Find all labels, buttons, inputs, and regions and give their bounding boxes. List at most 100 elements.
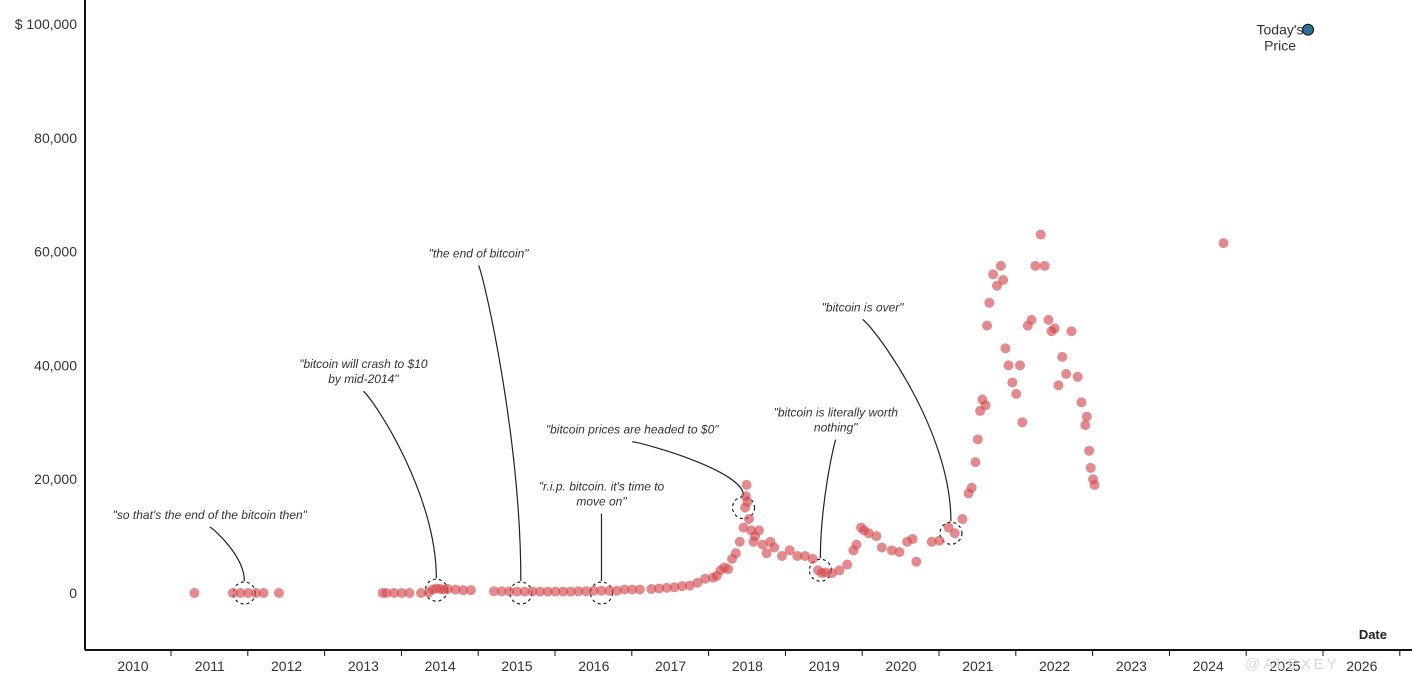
price-point [957, 514, 968, 525]
annotation-text: "bitcoin prices are headed to $0" [546, 423, 719, 437]
price-point [807, 553, 818, 564]
price-point [661, 582, 672, 593]
price-point [1218, 238, 1229, 249]
annotation-target-ring [731, 496, 756, 520]
x-tick-label: 2010 [117, 658, 148, 674]
price-point [982, 320, 993, 331]
price-point [911, 556, 922, 567]
price-point [519, 586, 530, 597]
price-point [1015, 360, 1026, 371]
price-point [416, 588, 426, 598]
x-ticks: 2010 2011 2012 2013 2014 2015 2016 2017 2018 2019… [117, 650, 1401, 674]
axes-layer [84, 0, 1412, 651]
x-axis-label: Date [1359, 627, 1387, 642]
annotation-leader-line [478, 265, 522, 582]
price-point [581, 586, 592, 597]
annotation-text: move on" [576, 495, 627, 509]
price-point [734, 536, 745, 547]
x-tick-label: 2017 [655, 658, 686, 674]
price-point [504, 586, 515, 597]
x-tick-label: 2018 [732, 658, 763, 674]
price-point [907, 533, 918, 544]
price-point [654, 583, 665, 594]
annotation-text: "r.i.p. bitcoin. it's time to [539, 480, 665, 494]
annotation: "the end of bitcoin" [429, 246, 533, 605]
price-point [227, 588, 238, 598]
x-tick-label: 2014 [425, 658, 456, 674]
annotation-text: "bitcoin is literally worth [774, 406, 899, 420]
today-price-label: Price [1264, 38, 1296, 54]
price-point [619, 584, 630, 595]
price-point [512, 586, 522, 597]
y-ticks: 0 20,000 40,000 60,000 80,000 $ 100,000 [15, 16, 78, 601]
price-point [250, 588, 261, 598]
x-tick-label: 2011 [195, 658, 225, 674]
y-tick-label: 20,000 [34, 471, 77, 487]
price-point [926, 536, 937, 547]
price-point [984, 297, 995, 308]
price-point [800, 551, 810, 562]
price-point [1000, 343, 1011, 354]
price-point [1017, 417, 1028, 428]
x-tick-label: 2021 [962, 658, 993, 674]
price-point [404, 588, 415, 598]
price-point [258, 588, 269, 598]
price-point [588, 585, 599, 596]
price-point [1011, 388, 1022, 399]
annotation-leader-line [819, 439, 837, 559]
price-point [684, 580, 695, 591]
price-point [700, 573, 711, 584]
price-point [558, 586, 569, 597]
price-point [396, 588, 407, 598]
annotation-text: "so that's the end of the bitcoin then" [113, 508, 308, 522]
annotation: "bitcoin is over" [822, 300, 963, 545]
annotations-layer: "so that's the end of the bitcoin then" "… [113, 246, 963, 605]
x-tick-label: 2020 [885, 658, 916, 674]
price-point [535, 586, 546, 597]
price-point [692, 577, 703, 588]
price-point [669, 582, 680, 593]
annotation-text: nothing" [814, 421, 858, 435]
price-point [876, 542, 887, 553]
price-point [1085, 462, 1096, 473]
price-point [1003, 360, 1014, 371]
y-tick-label: 0 [69, 585, 77, 601]
x-tick-label: 2024 [1193, 658, 1224, 674]
price-point [235, 588, 246, 598]
price-point [871, 531, 882, 542]
price-point [1007, 377, 1018, 388]
price-point [1057, 351, 1068, 362]
price-point [757, 539, 768, 550]
price-point [972, 434, 983, 445]
price-point [980, 400, 991, 411]
price-point [761, 548, 772, 559]
price-point [988, 269, 999, 280]
x-tick-label: 2013 [348, 658, 379, 674]
y-tick-label: 80,000 [34, 130, 77, 146]
price-point [458, 585, 469, 596]
price-point [851, 539, 862, 550]
price-point [863, 528, 874, 539]
price-point [550, 586, 561, 597]
price-point [1061, 368, 1072, 379]
annotation-leader-line [862, 318, 952, 522]
price-point [894, 547, 905, 558]
price-point [496, 586, 507, 597]
price-point [527, 586, 538, 597]
price-point [834, 565, 845, 576]
price-point [381, 588, 392, 598]
price-point [1039, 260, 1050, 271]
price-point [742, 496, 753, 507]
price-point [966, 482, 977, 493]
price-point [565, 586, 576, 597]
price-point [646, 584, 657, 595]
price-point [596, 585, 607, 596]
x-tick-label: 2026 [1346, 658, 1377, 674]
price-point [723, 564, 734, 575]
today-price-point [1302, 23, 1315, 36]
price-point [741, 479, 752, 490]
price-point [1072, 371, 1083, 382]
annotation-text: by mid-2014" [328, 372, 399, 386]
price-point [1066, 326, 1077, 337]
